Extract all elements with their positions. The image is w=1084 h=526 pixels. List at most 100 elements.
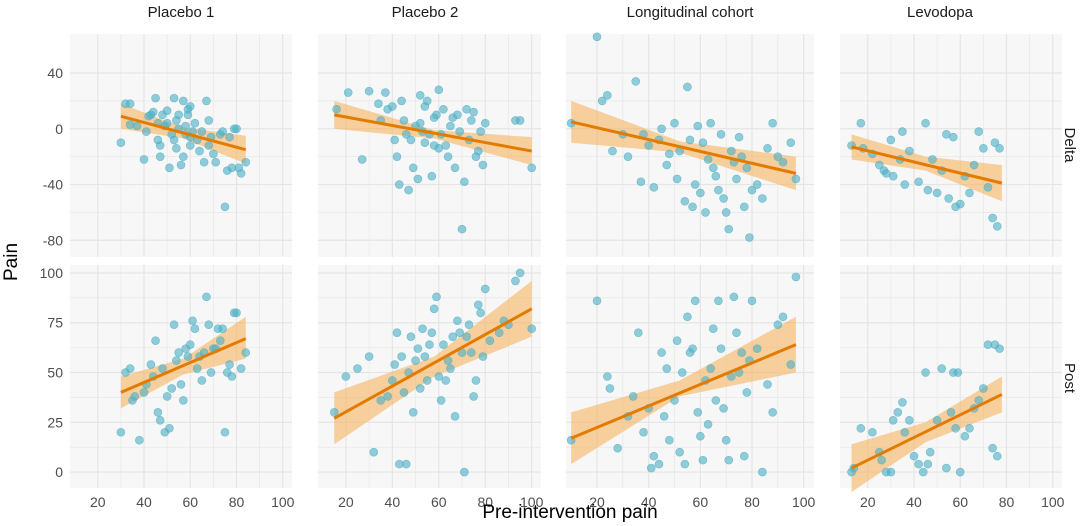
data-point (739, 202, 749, 212)
data-point (218, 127, 227, 136)
data-point (441, 376, 451, 385)
data-point (329, 408, 339, 417)
data-point (634, 328, 643, 337)
data-point (441, 141, 451, 150)
data-point (685, 135, 695, 145)
data-point (422, 376, 432, 385)
data-point (732, 174, 741, 184)
x-axis-title: Pre-intervention pain (482, 502, 657, 523)
x-tick-label: 100 (271, 494, 295, 510)
data-point (739, 451, 749, 461)
data-point (422, 96, 432, 106)
data-point (698, 138, 708, 148)
data-point (455, 127, 464, 136)
regression-line (570, 120, 797, 175)
column-strip-longitudinal-cohort: Longitudinal cohort (627, 4, 755, 21)
column-strip-placebo-1: Placebo 1 (148, 4, 215, 21)
data-point (688, 202, 697, 212)
data-point (174, 110, 183, 120)
data-point (719, 194, 728, 203)
panel-delta-levodopa (840, 34, 1062, 257)
data-point (992, 451, 1002, 461)
data-point (763, 143, 772, 153)
data-point (142, 127, 151, 136)
data-point (216, 336, 225, 345)
data-point (758, 467, 767, 477)
column-strip-levodopa: Levodopa (907, 4, 974, 21)
data-point (381, 88, 390, 97)
data-point (467, 348, 476, 357)
data-point (649, 183, 659, 192)
data-point (341, 372, 351, 381)
data-point (469, 392, 478, 401)
data-point (721, 435, 731, 445)
data-point (688, 344, 697, 353)
data-point (672, 174, 682, 184)
data-point (955, 467, 965, 477)
data-point (732, 328, 741, 337)
panels-layer: -80 -40 0 40 0 25 50 75 100 20 40 60 80 100 20 40 60 80 10… (40, 32, 1065, 510)
data-point (923, 459, 933, 469)
data-point (990, 138, 1000, 148)
regression-line (333, 113, 532, 153)
data-point (434, 372, 444, 381)
regression-line (120, 114, 247, 152)
data-point (768, 118, 777, 128)
data-point (135, 435, 144, 445)
data-point (763, 380, 772, 389)
data-point (511, 276, 520, 286)
data-point (460, 177, 469, 187)
data-point (693, 408, 703, 417)
data-point (155, 141, 165, 150)
data-point (155, 416, 165, 425)
data-point (752, 344, 762, 353)
data-point (464, 320, 474, 330)
data-point (786, 138, 796, 148)
data-point (476, 127, 485, 136)
data-point (401, 130, 411, 139)
data-point (390, 360, 399, 369)
data-point (169, 93, 179, 103)
data-point (427, 328, 437, 337)
data-point (527, 324, 537, 334)
data-point (654, 459, 664, 469)
data-point (179, 96, 188, 106)
data-point (918, 467, 928, 477)
data-point (197, 376, 207, 385)
data-point (165, 423, 174, 433)
data-point (202, 96, 211, 106)
data-point (875, 160, 884, 170)
data-point (227, 372, 237, 381)
y-tick-label: -40 (43, 177, 63, 193)
data-point (450, 412, 460, 421)
data-point (190, 118, 200, 128)
data-point (696, 431, 705, 441)
data-point (467, 116, 476, 125)
data-point (220, 427, 230, 437)
data-point (856, 118, 866, 128)
data-point (995, 143, 1004, 153)
data-point (211, 157, 220, 167)
data-point (476, 308, 485, 318)
data-point (453, 316, 462, 326)
data-point (949, 132, 958, 142)
data-point (406, 135, 416, 145)
data-point (955, 199, 965, 209)
data-point (706, 118, 715, 128)
data-point (603, 91, 612, 100)
data-point (225, 360, 234, 369)
data-point (900, 427, 910, 437)
data-point (415, 91, 425, 100)
data-point (443, 152, 453, 161)
data-point (116, 138, 126, 148)
data-point (439, 340, 448, 349)
data-point (628, 392, 638, 401)
data-point (353, 364, 362, 373)
data-point (791, 272, 801, 282)
x-tick-label: 80 (229, 494, 245, 510)
data-point (415, 384, 425, 393)
data-point (369, 447, 379, 457)
data-point (446, 121, 455, 131)
data-point (724, 455, 734, 465)
regression-line (851, 145, 1003, 185)
